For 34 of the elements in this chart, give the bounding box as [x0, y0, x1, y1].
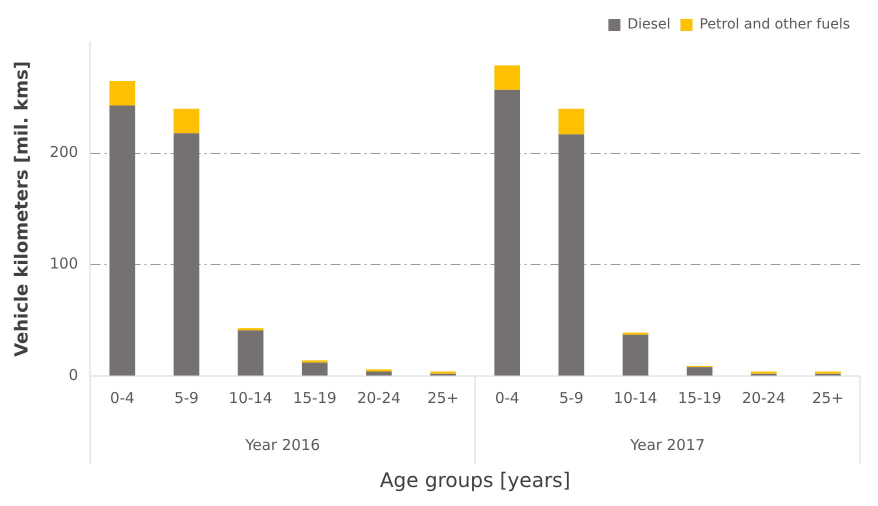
bar [174, 133, 200, 376]
y-tick-label: 0 [68, 366, 78, 384]
x-axis-title: Age groups [years] [380, 468, 570, 492]
text: Year 2016 [244, 436, 320, 454]
x-tick-label: 10-14 [228, 388, 272, 407]
x-tick-label: 5-9 [559, 388, 584, 407]
bar [686, 367, 712, 376]
bar [622, 334, 648, 376]
bar [302, 362, 328, 376]
bar [558, 108, 584, 134]
bar [174, 108, 200, 134]
bar [494, 65, 520, 90]
legend-label: Petrol and other fuels [699, 16, 850, 33]
x-tick-label: 0-4 [494, 388, 520, 407]
y-axis-title: Vehicle kilometers [mil. kms] [11, 61, 32, 357]
x-tick-label: 5-9 [174, 388, 199, 407]
legend-label: Diesel [627, 16, 670, 33]
y-tick-label: 200 [50, 143, 78, 162]
x-tick-label: 15-19 [292, 388, 337, 407]
bar [494, 90, 520, 376]
bar [109, 80, 136, 106]
x-tick-label: 0-4 [110, 388, 135, 407]
x-tick-label: 20-24 [357, 388, 401, 407]
y-tick-label: 100 [50, 254, 78, 273]
x-tick-label: 20-24 [742, 388, 786, 407]
bar [109, 105, 136, 376]
bar [558, 134, 584, 376]
x-tick-label: 25+ [812, 388, 844, 407]
x-tick-label: 25+ [427, 388, 459, 407]
x-tick-label: 15-19 [678, 388, 722, 407]
text: Year 2017 [629, 436, 705, 454]
bar [366, 372, 392, 376]
x-tick-label: 10-14 [614, 388, 658, 407]
bar [238, 330, 264, 376]
